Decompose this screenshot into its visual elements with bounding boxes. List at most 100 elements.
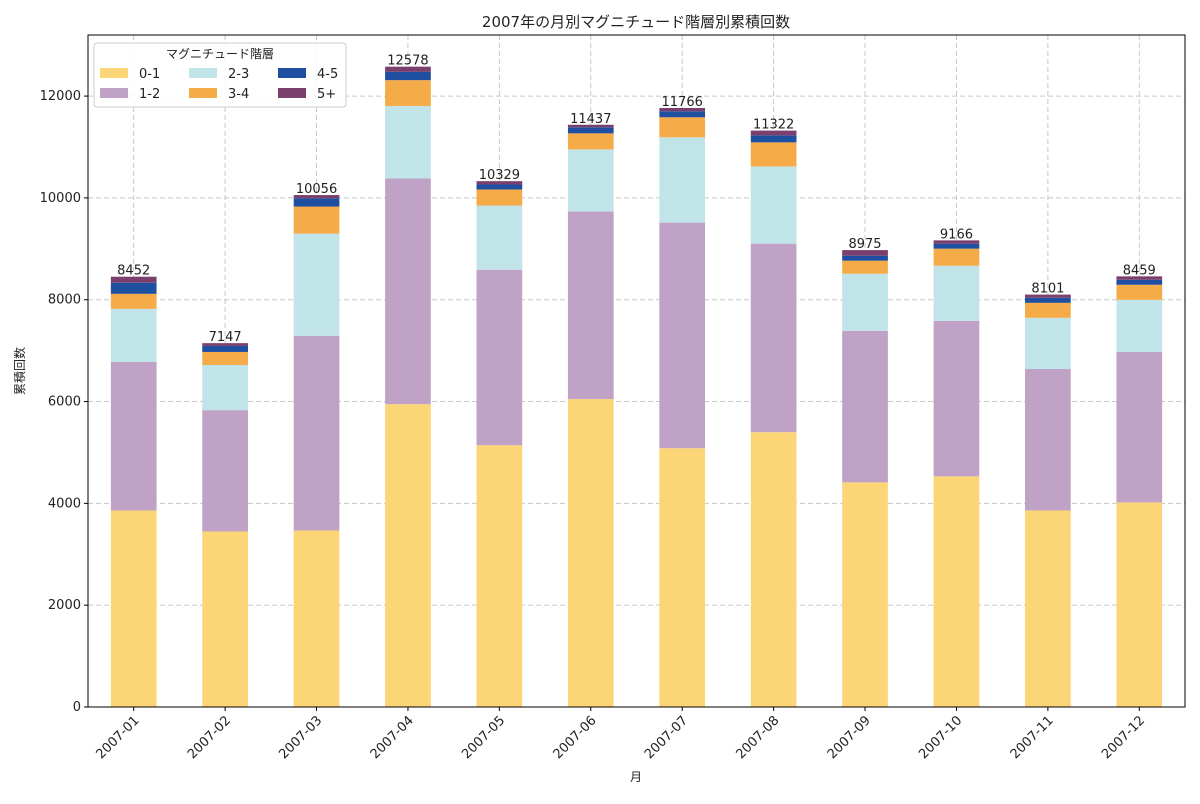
bar-segment-4-5 [202,345,248,352]
chart-title: 2007年の月別マグニチュード階層別累積回数 [482,13,790,31]
bar-segment-2-3 [476,205,523,270]
bar-segment-2-3 [202,364,248,411]
bar-segment-2-3 [385,105,431,179]
x-tick-label: 2007-12 [1099,713,1148,762]
bar-segment-5+ [1025,294,1071,298]
bar-segment-3-4 [385,80,431,106]
bar-segment-0-1 [293,530,340,707]
total-label: 8101 [1031,282,1064,297]
bar-segment-0-1 [750,432,797,707]
total-label: 9166 [940,227,973,242]
legend: マグニチュード階層 0-1 1-2 2-3 3-4 4-5 5+ [93,42,347,108]
bar-segment-4-5 [750,135,797,143]
bar-segment-5+ [842,250,888,256]
y-tick-label: 12000 [40,89,81,104]
bar-segment-5+ [659,108,706,112]
bar-segment-4-5 [842,255,888,261]
bar-segment-2-3 [1025,317,1071,370]
bar-segment-5+ [476,181,523,185]
x-tick-label: 2007-08 [733,713,782,762]
legend-title: マグニチュード階層 [166,46,274,61]
bar-segment-1-2 [202,410,248,532]
x-tick-label: 2007-06 [551,713,600,762]
total-label: 8452 [117,264,150,279]
bar-segment-3-4 [567,133,614,150]
total-label: 11766 [662,95,703,110]
bar-segment-1-2 [1116,351,1163,503]
y-tick-label: 2000 [48,598,81,613]
bar-segment-0-1 [659,448,706,707]
bar-segment-1-2 [293,335,340,531]
bar-segment-1-2 [476,269,523,446]
y-tick-label: 10000 [40,191,81,206]
bar-segment-3-4 [1025,302,1071,318]
legend-swatch [189,68,217,78]
bar-segment-5+ [385,66,431,72]
total-label: 10056 [296,182,337,197]
x-tick-label: 2007-04 [368,713,417,762]
legend-label: 4-5 [317,67,338,82]
legend-swatch [100,68,128,78]
bar-segment-4-5 [659,111,706,118]
bar-segment-2-3 [659,137,706,223]
bar-segment-5+ [1116,276,1163,280]
bar-segment-3-4 [659,117,706,138]
bar-segment-1-2 [110,361,157,511]
bar-segment-0-1 [567,399,614,707]
legend-label: 0-1 [139,67,160,82]
bar-segment-3-4 [202,351,248,365]
total-label: 11322 [753,118,794,133]
bar-segment-5+ [567,124,614,128]
total-label: 12578 [387,54,428,69]
bar-segment-1-2 [750,243,797,433]
bar-segment-3-4 [476,189,523,206]
legend-swatch [100,88,128,98]
bar-segment-4-5 [110,282,157,294]
x-tick-label: 2007-05 [459,713,508,762]
y-axis-label: 累積回数 [12,347,27,395]
x-tick-label: 2007-11 [1008,713,1057,762]
bar-segment-3-4 [1116,284,1163,300]
bar-segment-0-1 [1025,510,1071,707]
bar-segment-2-3 [1116,299,1163,352]
bar-segment-3-4 [933,248,980,266]
bar-segment-1-2 [1025,369,1071,511]
legend-swatch [278,88,306,98]
bar-segment-0-1 [385,404,431,707]
y-tick-label: 0 [73,700,81,715]
total-label: 8459 [1123,263,1156,278]
legend-label: 5+ [317,87,336,102]
x-tick-label: 2007-07 [642,713,691,762]
bar-segment-1-2 [659,222,706,449]
bar-segment-5+ [933,240,980,244]
bar-segment-2-3 [750,166,797,244]
total-label: 10329 [479,168,520,183]
y-tick-label: 6000 [48,395,81,410]
x-tick-label: 2007-01 [94,713,143,762]
bar-segment-1-2 [385,178,431,405]
total-label: 11437 [570,112,611,127]
bar-segment-0-1 [1116,502,1163,707]
y-tick-label: 8000 [48,293,81,308]
bar-segment-3-4 [842,260,888,274]
x-tick-label: 2007-09 [825,713,874,762]
bar-segment-4-5 [1116,279,1163,285]
bar-segment-5+ [750,130,797,136]
bar-segment-2-3 [110,308,157,362]
bar-segment-2-3 [842,273,888,331]
bar-segment-1-2 [933,320,980,477]
plot-frame [87,34,1186,708]
legend-swatch [189,88,217,98]
bar-segment-4-5 [293,198,340,207]
bar-segment-1-2 [567,211,614,400]
x-axis-label: 月 [630,770,642,784]
bar-segment-0-1 [476,445,523,707]
bar-segment-4-5 [933,243,980,249]
bar-segment-2-3 [567,149,614,212]
y-tick-label: 4000 [48,496,81,511]
legend-label: 2-3 [228,67,249,82]
legend-label: 1-2 [139,87,160,102]
bar-segment-5+ [293,195,340,199]
bar-segment-4-5 [385,71,431,81]
